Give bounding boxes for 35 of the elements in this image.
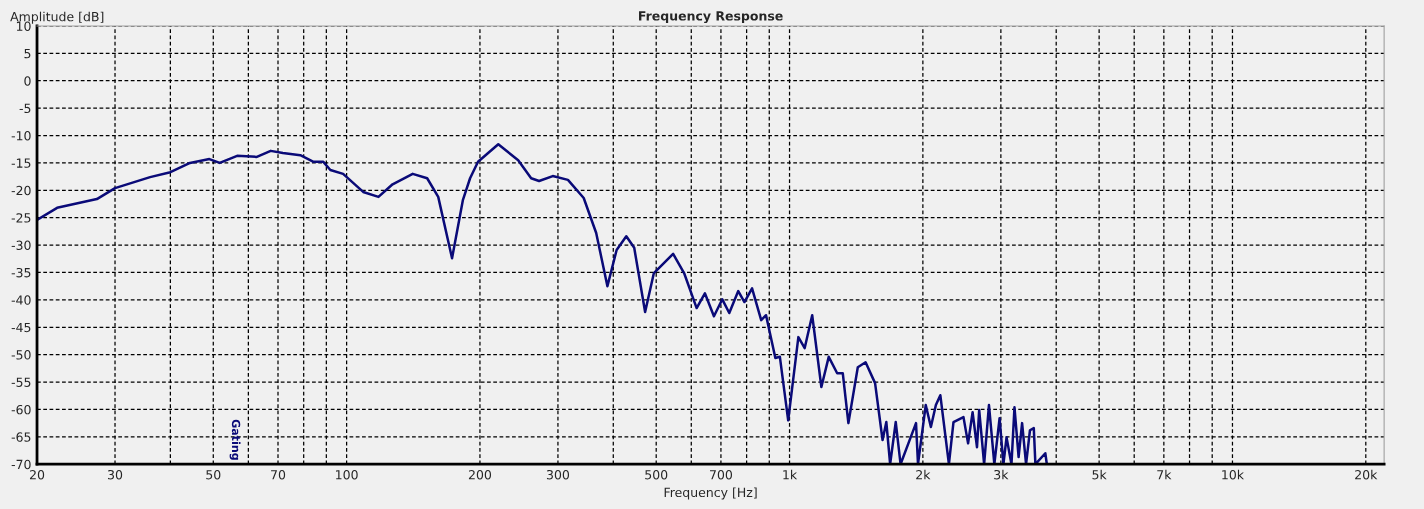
x-tick-label: 5k (1092, 469, 1107, 480)
x-tick-label: 50 (206, 469, 221, 480)
y-tick-label: -10 (11, 130, 31, 141)
y-tick-label: -30 (11, 240, 31, 251)
y-tick-label: 0 (24, 76, 31, 86)
x-tick-label: 20k (1355, 469, 1378, 480)
y-tick-label: -20 (11, 185, 31, 196)
y-tick-label: -35 (11, 267, 31, 278)
y-tick-label: -65 (11, 432, 31, 442)
y-tick-label: -5 (19, 103, 31, 114)
annotation: Gating (229, 419, 241, 460)
y-tick-label: -50 (11, 350, 31, 360)
x-tick-label: 300 (546, 469, 570, 480)
x-tick-label: 20 (29, 469, 45, 480)
x-tick-label: 2k (916, 469, 931, 480)
x-tick-label: 700 (710, 469, 733, 480)
y-tick-label: 5 (24, 48, 31, 59)
x-tick-label: 200 (468, 469, 492, 480)
x-tick-label: 30 (108, 469, 123, 480)
x-tick-label: 3k (994, 469, 1009, 480)
x-tick-label: 10k (1222, 469, 1244, 480)
x-axis-title: Frequency [Hz] (664, 487, 757, 500)
y-tick-label: -60 (11, 404, 31, 415)
x-tick-label: 7k (1157, 469, 1172, 480)
y-tick-label: -40 (11, 295, 31, 305)
y-tick-label: -15 (11, 158, 31, 168)
x-tick-label: 500 (645, 469, 668, 480)
x-tick-label: 70 (271, 469, 286, 480)
x-tick-label: 100 (336, 469, 358, 480)
y-tick-label: -45 (11, 322, 31, 333)
x-tick-label: 1k (783, 469, 798, 480)
y-tick-label: -25 (11, 213, 31, 223)
y-tick-label: -70 (11, 459, 31, 470)
y-tick-label: -55 (11, 377, 31, 387)
chart-title: Frequency Response (639, 11, 783, 24)
